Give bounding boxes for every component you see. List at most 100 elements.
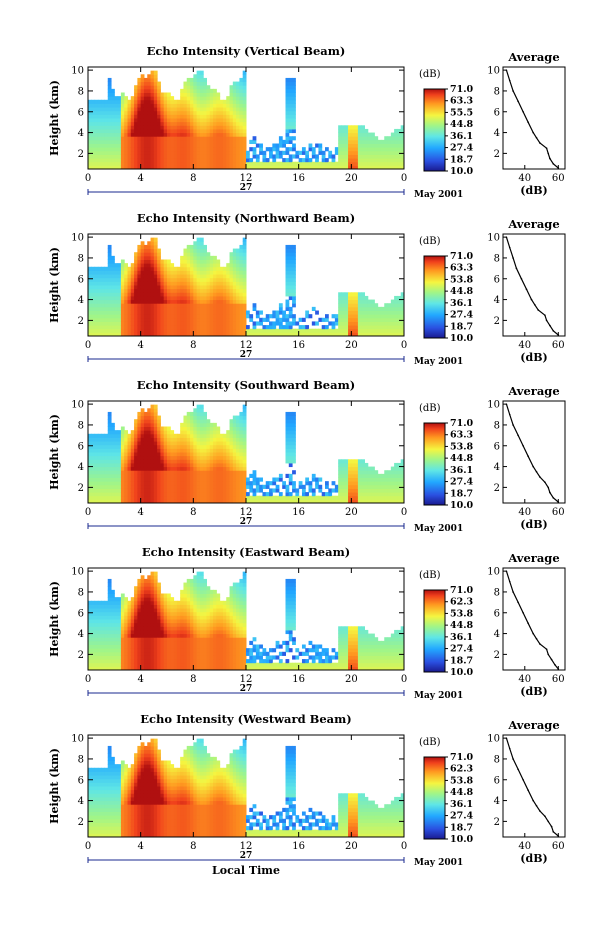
- heatmap-cell: [344, 314, 349, 319]
- heatmap-cell: [216, 147, 221, 152]
- heatmap-cell: [91, 640, 96, 645]
- heatmap-cell: [206, 470, 211, 475]
- heatmap-cell: [308, 495, 313, 500]
- heatmap-cell: [104, 441, 109, 446]
- heatmap-cell: [357, 310, 362, 315]
- heatmap-cell: [232, 161, 237, 166]
- heatmap-cell: [107, 92, 112, 97]
- heatmap-cell: [196, 96, 201, 101]
- heatmap-cell: [380, 310, 385, 315]
- heatmap-cell: [354, 165, 359, 170]
- colorbar-tick-label: 27.4: [450, 143, 474, 154]
- heatmap-cell: [107, 132, 112, 137]
- heatmap-cell: [361, 481, 365, 486]
- heatmap-cell: [127, 310, 132, 315]
- heatmap-cell: [364, 150, 369, 155]
- heatmap-cell: [163, 139, 168, 144]
- heatmap-cell: [97, 99, 102, 104]
- heatmap-cell: [130, 473, 135, 478]
- heatmap-cell: [150, 252, 155, 257]
- y-tick-label: 6: [78, 107, 84, 118]
- heatmap-cell: [143, 292, 148, 297]
- heatmap-cell: [390, 158, 395, 163]
- heatmap-cell: [160, 306, 165, 311]
- heatmap-cell: [209, 285, 214, 290]
- heatmap-cell: [222, 310, 227, 315]
- heatmap-cell: [387, 147, 392, 152]
- heatmap-cell: [104, 495, 109, 500]
- heatmap-cell: [209, 499, 214, 504]
- heatmap-cell: [242, 430, 247, 435]
- x-tick-label: 8: [190, 507, 196, 518]
- heatmap-cell: [137, 299, 142, 304]
- heatmap-cell: [232, 154, 237, 159]
- heatmap-cell: [153, 314, 158, 319]
- heatmap-cell: [101, 608, 105, 613]
- heatmap-cell: [143, 107, 148, 112]
- heatmap-cell: [262, 484, 267, 489]
- heatmap-cell: [143, 455, 148, 460]
- heatmap-cell: [130, 622, 135, 627]
- heatmap-cell: [130, 604, 135, 609]
- heatmap-cell: [127, 492, 132, 497]
- heatmap-cell: [190, 263, 194, 268]
- profile-title: Average: [507, 217, 559, 231]
- heatmap-cell: [292, 495, 296, 500]
- heatmap-cell: [124, 303, 128, 308]
- heatmap-cell: [285, 455, 290, 460]
- heatmap-cell: [124, 633, 128, 638]
- heatmap-cell: [196, 462, 201, 468]
- heatmap-cell: [94, 285, 99, 290]
- heatmap-cell: [209, 332, 214, 337]
- heatmap-cell: [111, 88, 115, 93]
- heatmap-cell: [325, 492, 329, 497]
- heatmap-cell: [229, 266, 234, 271]
- heatmap-cell: [357, 132, 362, 137]
- heatmap-cell: [104, 473, 109, 478]
- heatmap-cell: [153, 255, 158, 260]
- heatmap-cell: [239, 248, 244, 253]
- heatmap-cell: [101, 459, 105, 464]
- heatmap-cell: [206, 441, 211, 446]
- heatmap-cell: [104, 633, 109, 638]
- heatmap-cell: [88, 285, 92, 290]
- heatmap-cell: [130, 317, 135, 322]
- heatmap-cell: [239, 433, 244, 438]
- heatmap-cell: [163, 452, 168, 457]
- heatmap-cell: [377, 492, 382, 497]
- heatmap-cell: [338, 328, 342, 333]
- heatmap-cell: [390, 310, 395, 315]
- heatmap-cell: [292, 452, 296, 457]
- heatmap-cell: [91, 165, 96, 170]
- heatmap-cell: [259, 143, 263, 148]
- heatmap-cell: [111, 303, 115, 308]
- heatmap-cell: [107, 154, 112, 159]
- heatmap-cell: [239, 332, 244, 337]
- heatmap-cell: [239, 107, 244, 112]
- heatmap-cell: [193, 114, 198, 119]
- heatmap-cell: [203, 499, 207, 504]
- heatmap-cell: [278, 499, 283, 504]
- heatmap-cell: [114, 118, 119, 123]
- heatmap-cell: [111, 604, 115, 609]
- heatmap-cell: [130, 499, 135, 504]
- heatmap-cell: [140, 114, 145, 119]
- heatmap-cell: [163, 136, 168, 141]
- heatmap-cell: [216, 92, 221, 97]
- heatmap-cell: [285, 314, 290, 319]
- heatmap-cell: [183, 161, 188, 166]
- heatmap-cell: [206, 107, 211, 112]
- profile-point: [512, 90, 514, 92]
- heatmap-cell: [180, 481, 184, 486]
- heatmap-cell: [104, 285, 109, 290]
- heatmap-cell: [348, 314, 352, 319]
- heatmap-cell: [163, 433, 168, 438]
- heatmap-cell: [229, 125, 234, 130]
- heatmap-cell: [97, 629, 102, 635]
- heatmap-cell: [88, 640, 92, 645]
- heatmap-cell: [397, 310, 402, 315]
- heatmap-cell: [120, 466, 125, 471]
- heatmap-cell: [94, 121, 99, 126]
- heatmap-cell: [94, 633, 99, 638]
- heatmap-cell: [173, 165, 178, 170]
